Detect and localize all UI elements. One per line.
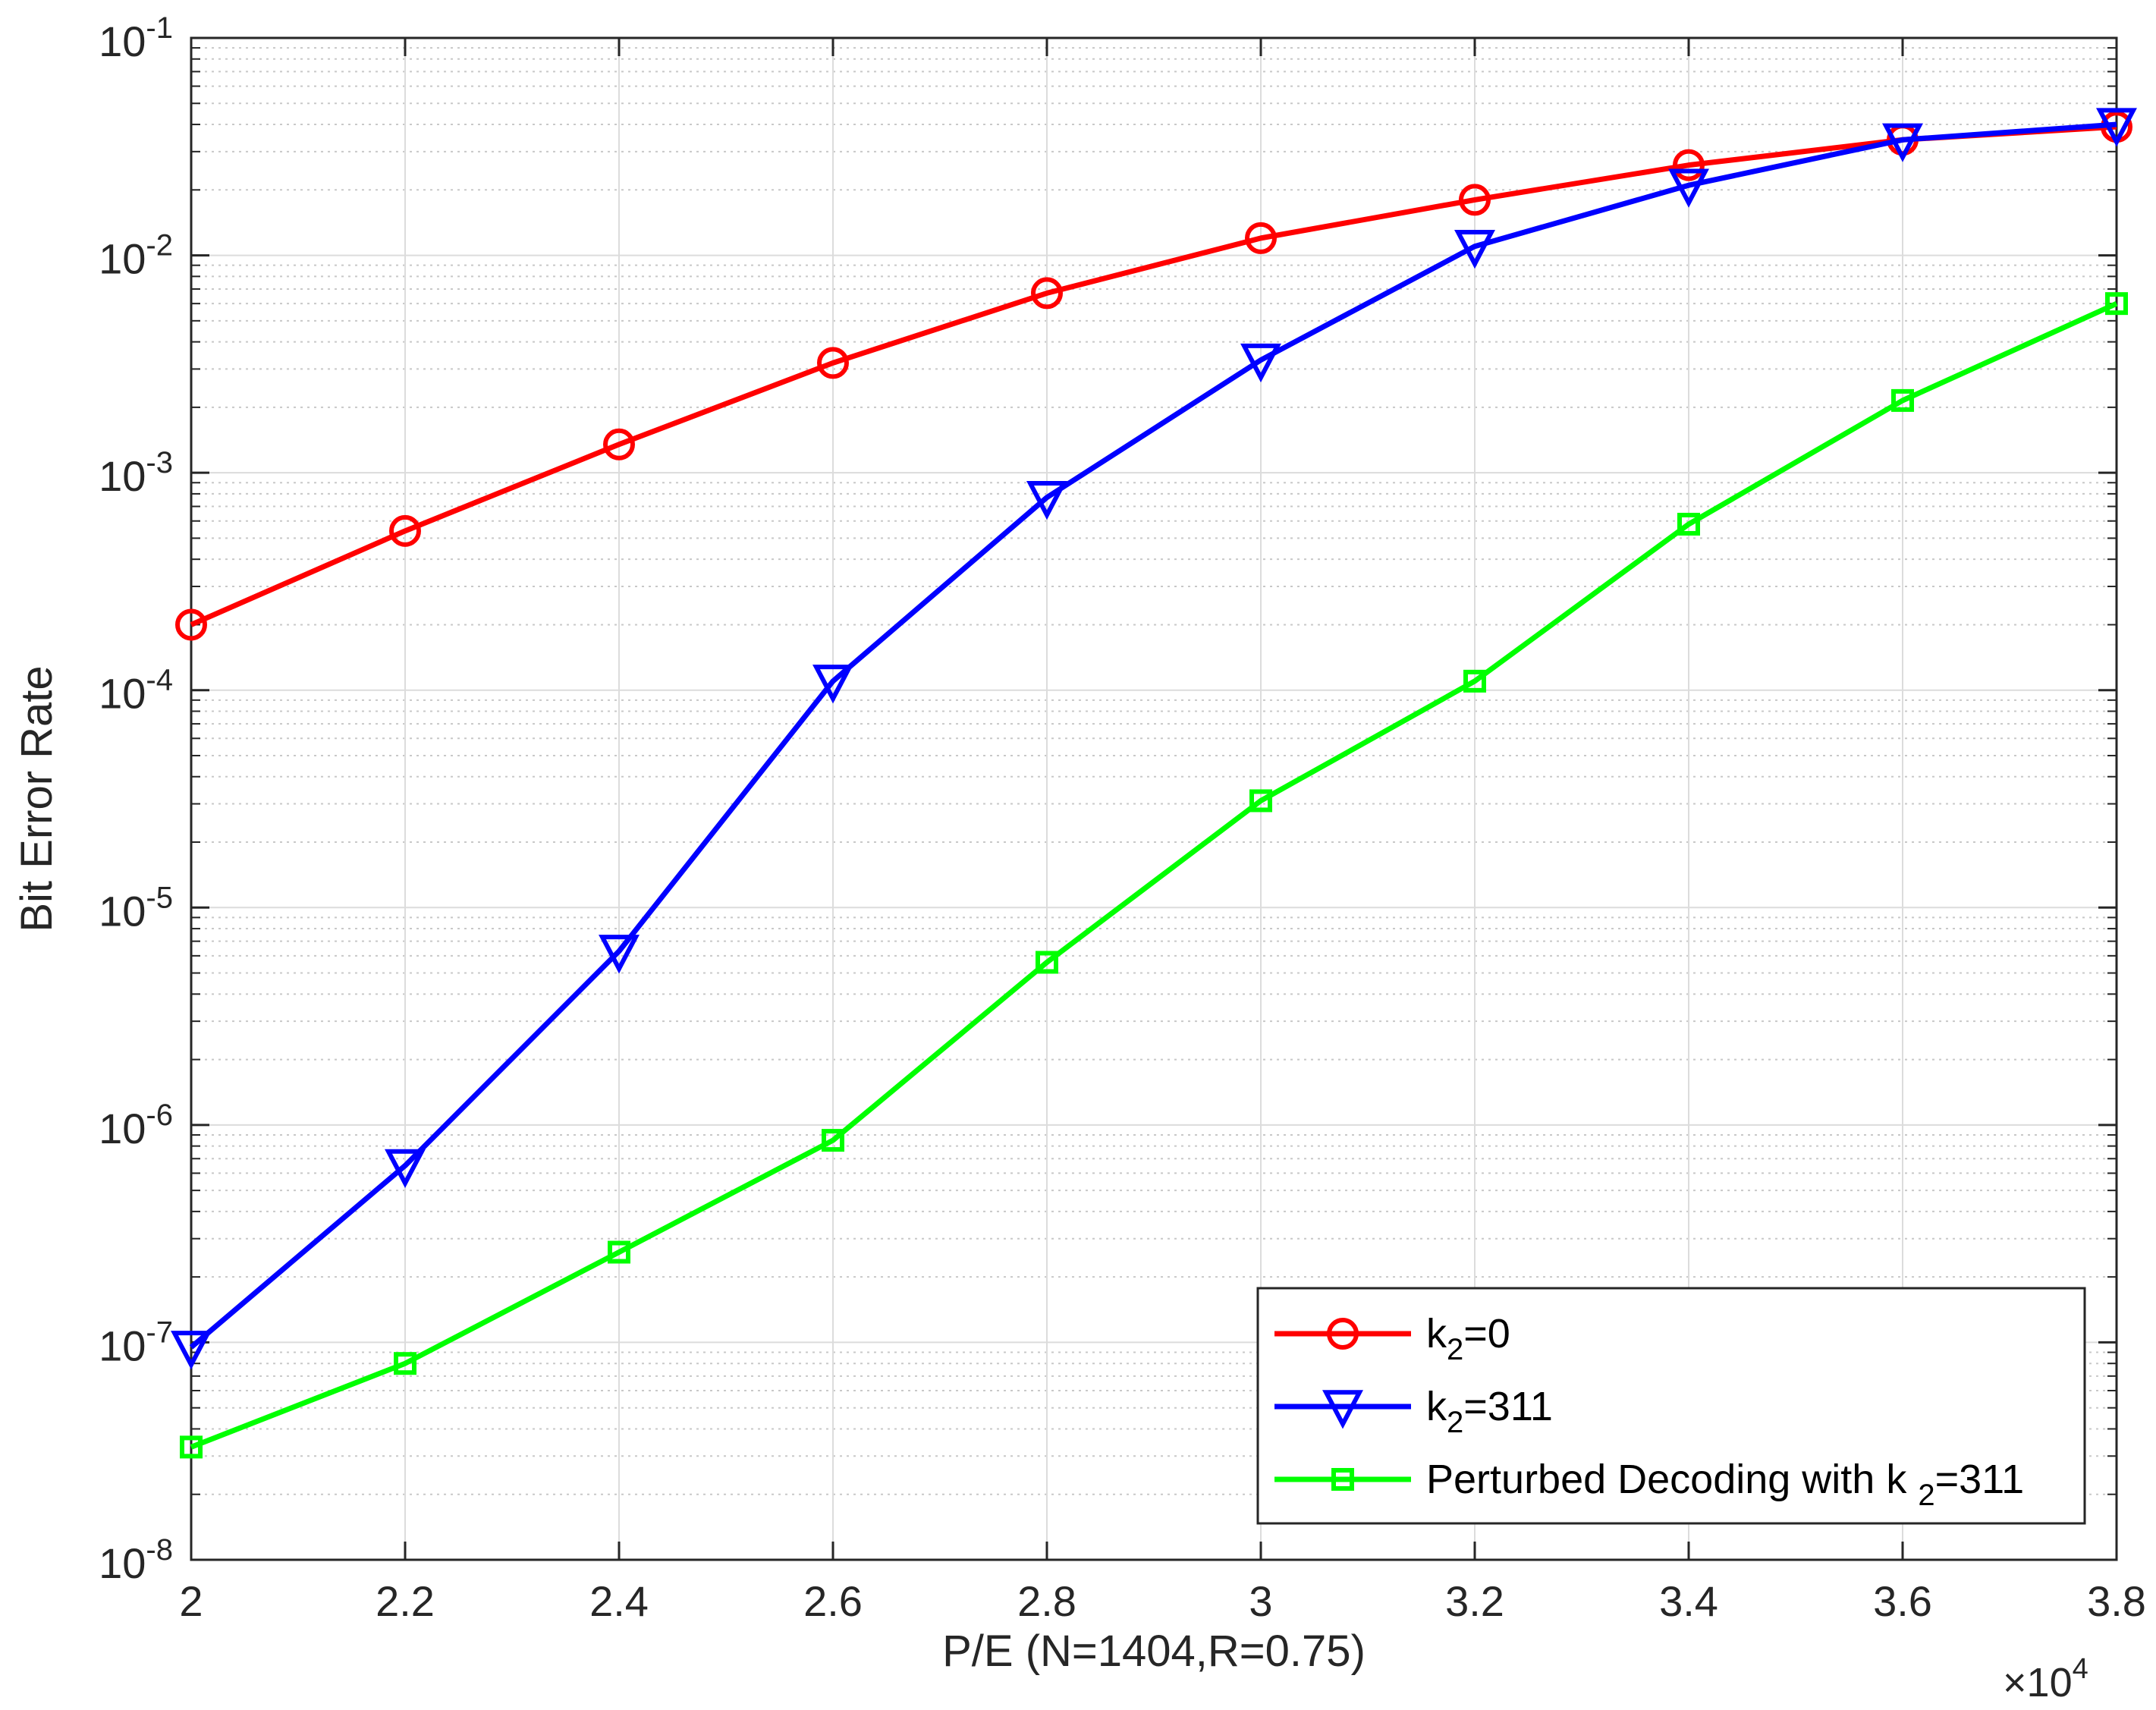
- data-point-marker: [1245, 222, 1277, 254]
- legend-label-rest: =311: [1463, 1384, 1553, 1429]
- data-point-marker: [1459, 184, 1491, 216]
- legend-label: k2=0: [1426, 1311, 1510, 1366]
- y-tick-base: 10: [99, 1105, 146, 1152]
- y-tick-label: 10-7: [99, 1316, 173, 1369]
- data-point-marker: [2105, 292, 2128, 316]
- x-tick-label: 2.8: [1017, 1577, 1076, 1625]
- series-line: [190, 300, 2118, 1450]
- data-point-marker: [1031, 277, 1063, 310]
- data-point-marker: [608, 1240, 630, 1264]
- x-tick-label: 3.4: [1659, 1577, 1718, 1625]
- legend-label-main: k: [1426, 1384, 1447, 1429]
- legend-item: k2=311: [1274, 1384, 1553, 1439]
- data-point-marker: [1673, 149, 1705, 181]
- y-tick-base: 10: [99, 1539, 146, 1587]
- x-tick-label: 3: [1249, 1577, 1272, 1625]
- y-tick-exponent: -3: [146, 446, 173, 479]
- y-tick-label: 10-5: [99, 881, 173, 935]
- series-group: [180, 292, 2128, 1459]
- data-point-marker: [1677, 512, 1700, 536]
- y-tick-exponent: -7: [146, 1316, 173, 1349]
- data-point-marker: [394, 1352, 416, 1375]
- data-point-marker: [385, 1149, 426, 1189]
- series-layer: [171, 108, 2137, 1459]
- data-point-marker: [1026, 480, 1067, 520]
- legend-label-subscript: 2: [1918, 1479, 1934, 1512]
- series-line: [190, 124, 2117, 627]
- y-axis-label: Bit Error Rate: [12, 665, 61, 932]
- data-point-marker: [812, 665, 853, 704]
- x-tick-label: 3.2: [1445, 1577, 1504, 1625]
- y-tick-base: 10: [99, 235, 146, 283]
- y-tick-label: 10-6: [99, 1099, 173, 1152]
- data-point-marker: [599, 935, 640, 974]
- legend-label-main: k: [1426, 1311, 1447, 1356]
- x-axis-label: P/E (N=1404,R=0.75): [942, 1627, 1366, 1676]
- data-point-marker: [1240, 343, 1281, 383]
- plot-area-frame: [190, 36, 2118, 1561]
- y-tick-base: 10: [99, 670, 146, 718]
- legend-marker: [1327, 1318, 1359, 1350]
- y-tick-exponent: -6: [146, 1099, 173, 1132]
- data-point-marker: [1249, 789, 1272, 813]
- legend-label-subscript: 2: [1447, 1333, 1463, 1366]
- data-point-marker: [175, 608, 207, 641]
- y-tick-label: 10-2: [99, 229, 173, 283]
- data-point-marker: [180, 1435, 203, 1459]
- x-tick-label: 3.8: [2087, 1577, 2146, 1625]
- legend-item: Perturbed Decoding with k 2=311: [1274, 1457, 2024, 1512]
- legend-label: Perturbed Decoding with k 2=311: [1426, 1457, 2024, 1512]
- legend-item: k2=0: [1274, 1311, 1510, 1366]
- data-point-marker: [1891, 388, 1914, 412]
- y-tick-exponent: -2: [146, 229, 173, 262]
- data-point-marker: [1036, 951, 1058, 974]
- y-tick-label: 10-1: [99, 11, 173, 65]
- legend-label-main: Perturbed Decoding with k: [1426, 1457, 1918, 1502]
- series-line: [189, 121, 2117, 1350]
- legend-label-subscript: 2: [1447, 1406, 1463, 1439]
- data-point-marker: [171, 1331, 212, 1370]
- data-point-marker: [817, 347, 849, 379]
- series-group: [175, 111, 2132, 641]
- legend-label-rest: =0: [1463, 1311, 1510, 1356]
- x-tick-label: 2.6: [803, 1577, 863, 1625]
- y-tick-base: 10: [99, 17, 146, 65]
- y-tick-base: 10: [99, 887, 146, 935]
- y-tick-exponent: -1: [146, 11, 173, 45]
- y-tick-exponent: -4: [146, 664, 173, 697]
- legend-marker: [1322, 1390, 1363, 1429]
- data-point-marker: [1882, 123, 1923, 162]
- x-multiplier-exponent: 4: [2073, 1653, 2088, 1685]
- x-tick-label: 3.6: [1873, 1577, 1932, 1625]
- x-tick-label: 2: [179, 1577, 203, 1625]
- x-tick-label: 2.2: [376, 1577, 435, 1625]
- data-point-marker: [1668, 168, 1709, 208]
- y-tick-exponent: -8: [146, 1533, 173, 1567]
- y-tick-label: 10-3: [99, 446, 173, 500]
- data-point-marker: [1463, 669, 1486, 693]
- data-point-marker: [389, 514, 421, 547]
- series-group: [171, 108, 2137, 1370]
- axis-ticks: [190, 36, 2118, 1561]
- x-tick-label: 2.4: [589, 1577, 649, 1625]
- y-tick-base: 10: [99, 452, 146, 500]
- y-tick-label: 10-4: [99, 664, 173, 718]
- x-axis-multiplier: ×104: [2003, 1653, 2088, 1705]
- data-point-marker: [822, 1129, 844, 1152]
- data-point-marker: [603, 428, 635, 461]
- x-tick-labels: 2 2.2 2.4 2.6 2.8 3 3.2 3.4 3.6 3.8: [179, 1577, 2146, 1625]
- y-tick-exponent: -5: [146, 881, 173, 914]
- x-multiplier-base: ×10: [2003, 1660, 2073, 1705]
- data-point-marker: [2096, 108, 2137, 147]
- minor-grid: [191, 47, 2117, 1495]
- y-tick-labels: 10-810-710-610-510-410-310-210-1: [99, 11, 173, 1587]
- legend-marker: [1331, 1468, 1354, 1491]
- y-tick-label: 10-8: [99, 1533, 173, 1587]
- data-point-marker: [1454, 230, 1495, 269]
- legend-label: k2=311: [1426, 1384, 1553, 1439]
- y-tick-base: 10: [99, 1322, 146, 1369]
- legend-label-rest: =311: [1935, 1457, 2025, 1502]
